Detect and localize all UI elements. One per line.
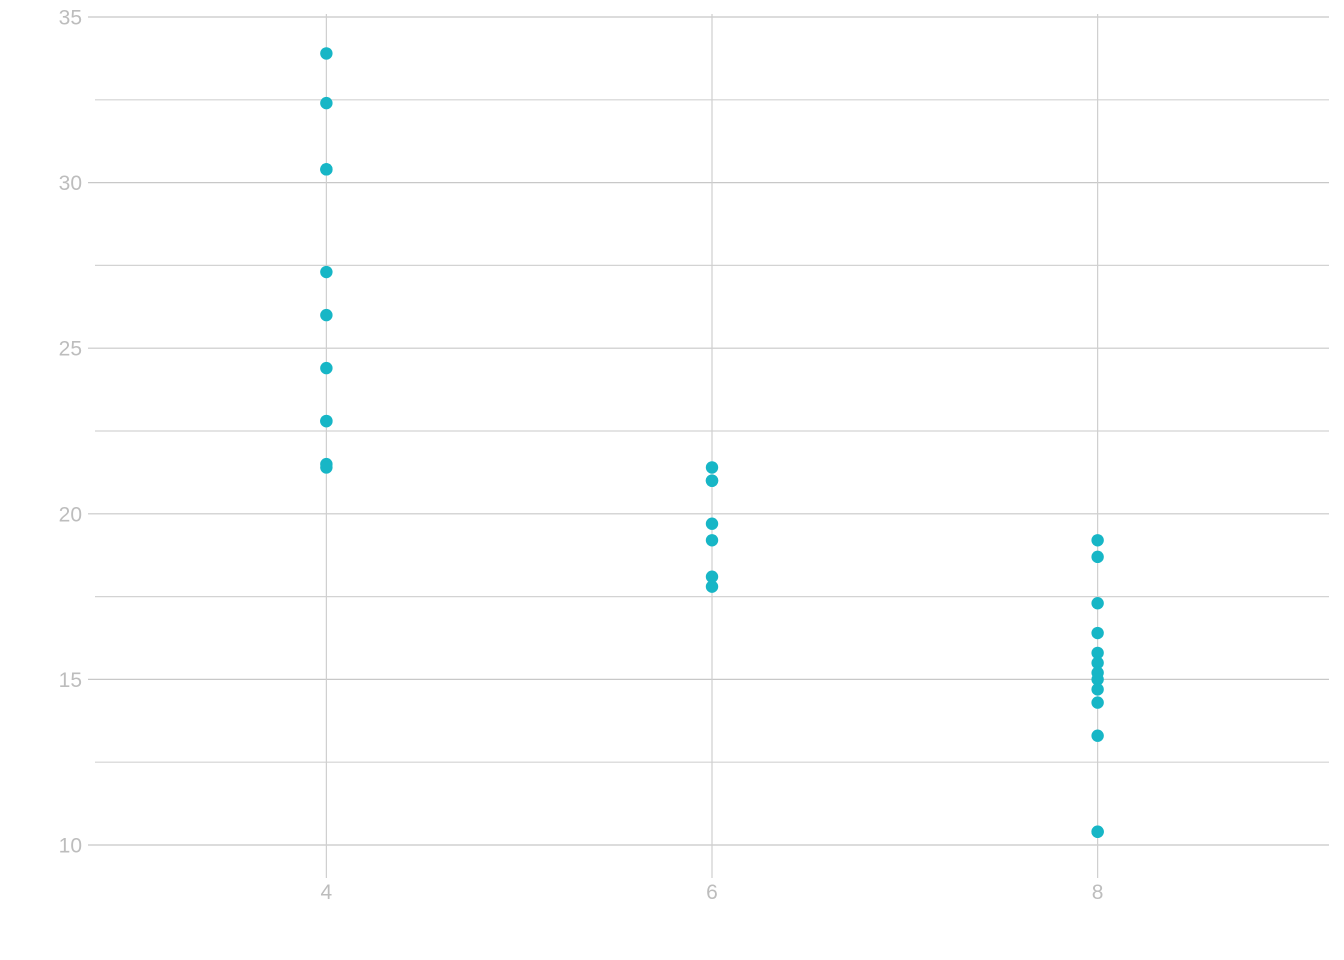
scatter-point xyxy=(1091,626,1104,640)
y-tick-label: 35 xyxy=(59,7,82,30)
scatter-point xyxy=(1091,673,1104,686)
x-tick-label: 8 xyxy=(1092,881,1104,904)
y-tick-label: 15 xyxy=(59,669,82,692)
scatter-point xyxy=(705,474,719,487)
scatter-point xyxy=(320,96,333,110)
y-tick-label: 20 xyxy=(59,503,82,526)
scatter-point xyxy=(1091,597,1104,610)
scatter-point xyxy=(320,308,333,322)
axis-tick-labels: 10 15 20 25 30 35 4 6 8 xyxy=(59,7,1104,905)
scatter-point xyxy=(320,461,333,474)
scatter-point xyxy=(1091,646,1104,660)
x-tick-label: 6 xyxy=(706,881,718,904)
scatter-point xyxy=(1091,729,1104,742)
y-tick-label: 25 xyxy=(59,338,82,361)
scatter-point xyxy=(705,534,719,547)
scatter-point xyxy=(705,517,719,530)
scatter-point xyxy=(320,47,333,60)
data-points xyxy=(320,47,1104,838)
scatter-point xyxy=(320,361,333,375)
x-tick-label: 4 xyxy=(321,881,333,904)
scatter-point xyxy=(705,580,719,593)
y-tick-label: 10 xyxy=(59,835,82,858)
scatter-point xyxy=(1091,656,1104,670)
scatter-point xyxy=(1091,696,1104,709)
y-tick-label: 30 xyxy=(59,172,82,195)
scatter-point xyxy=(320,414,333,428)
scatter-point xyxy=(320,163,333,176)
scatter-point xyxy=(1091,534,1104,547)
scatter-point xyxy=(320,265,333,279)
scatter-point xyxy=(1091,825,1104,838)
scatter-point xyxy=(1091,550,1104,564)
scatter-point xyxy=(705,570,719,583)
scatter-point xyxy=(1091,683,1104,696)
scatter-point xyxy=(705,461,719,474)
grid xyxy=(88,14,1329,878)
